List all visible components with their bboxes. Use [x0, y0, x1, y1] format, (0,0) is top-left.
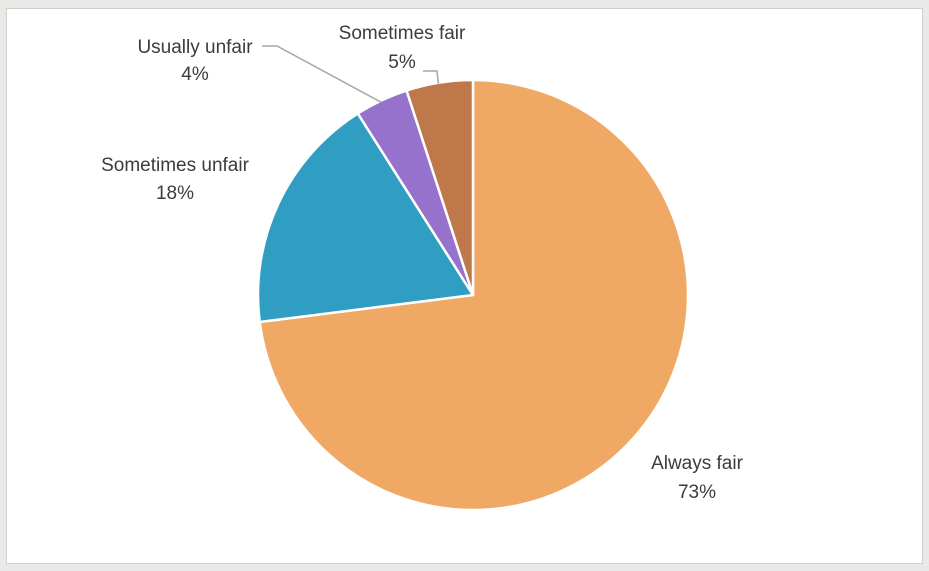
- slice-label-sometimes-fair: Sometimes fair: [339, 23, 466, 44]
- slice-label-sometimes-unfair: Sometimes unfair: [101, 155, 250, 176]
- pie-slices: [256, 78, 690, 512]
- slice-percent-sometimes-unfair: 18%: [156, 183, 194, 204]
- slice-label-usually-unfair: Usually unfair: [137, 37, 253, 58]
- pie-slice-sometimes-unfair: [256, 112, 475, 324]
- leader-lines: [262, 45, 440, 104]
- pie-slice-sometimes-fair: [405, 78, 475, 297]
- leader-line-usually-unfair: [262, 45, 382, 104]
- leader-line-sometimes-fair: [423, 70, 440, 84]
- slice-label-always-fair: Always fair: [651, 453, 744, 474]
- slice-percent-sometimes-fair: 5%: [388, 52, 416, 73]
- slice-percent-always-fair: 73%: [678, 482, 716, 503]
- slice-percent-usually-unfair: 4%: [181, 64, 209, 85]
